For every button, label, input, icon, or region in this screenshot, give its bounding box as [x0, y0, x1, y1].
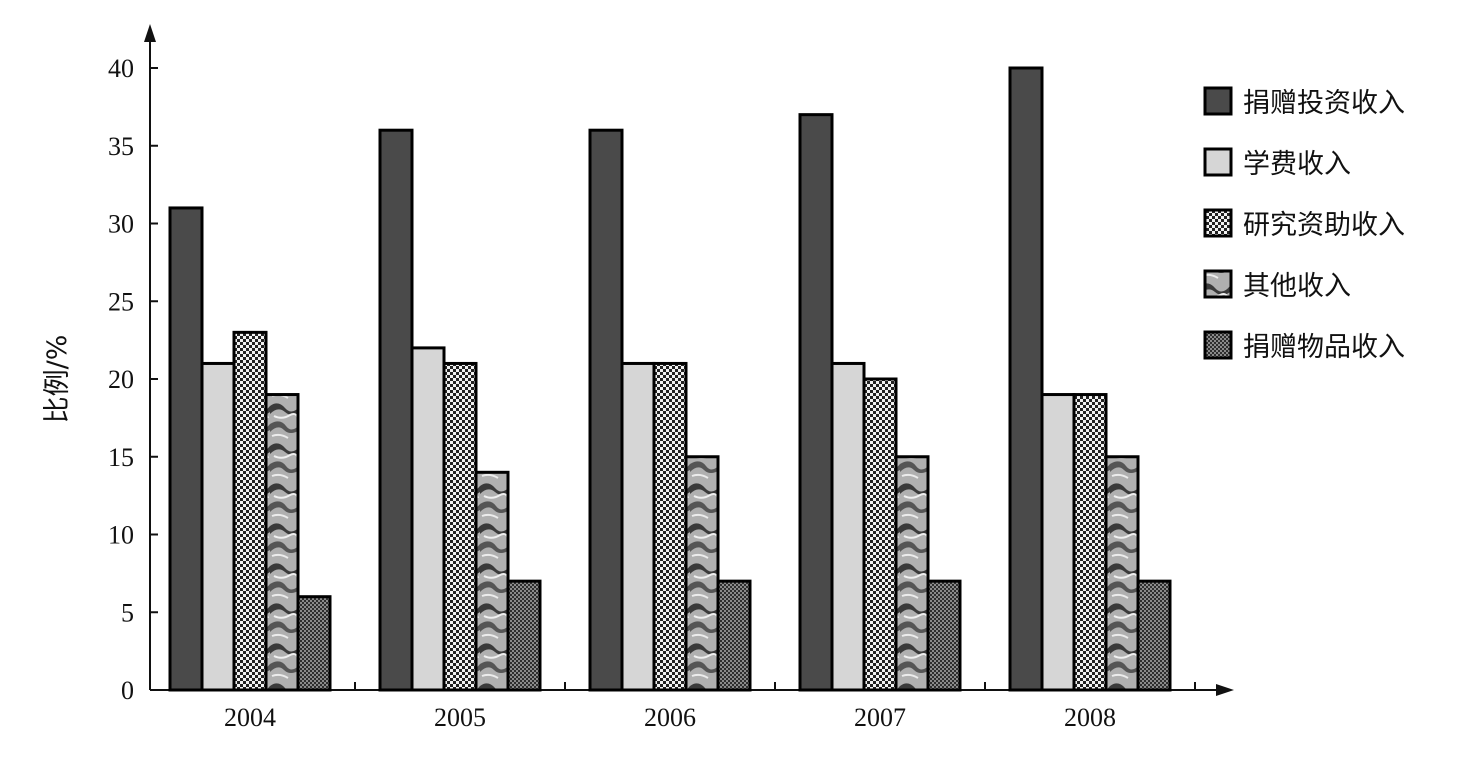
legend-label: 捐赠物品收入: [1243, 332, 1405, 363]
legend-label: 研究资助收入: [1243, 210, 1405, 241]
y-axis-arrow: [144, 24, 156, 42]
y-tick-label: 15: [108, 443, 134, 472]
bar-2005-4: [474, 470, 510, 692]
x-category-label: 2007: [854, 703, 906, 732]
bar-2007-3: [862, 377, 898, 692]
bar-2004-2: [200, 361, 236, 692]
bar-2008-3: [1072, 393, 1108, 692]
legend-swatch: [1203, 208, 1233, 238]
bar-2004-3: [232, 330, 268, 692]
bar-2004-4: [264, 393, 300, 692]
bar-2007-4: [894, 455, 930, 692]
bar-2007-5: [926, 579, 962, 692]
legend-swatch: [1203, 330, 1233, 360]
bar-2006-3: [652, 361, 688, 692]
bar-2006-5: [716, 579, 752, 692]
y-tick-label: 0: [121, 676, 134, 705]
y-tick-label: 20: [108, 365, 134, 394]
bar-2006-4: [684, 455, 720, 692]
bar-2008-2: [1040, 393, 1076, 692]
y-tick-label: 40: [108, 54, 134, 83]
bar-2008-5: [1136, 579, 1172, 692]
y-tick-label: 35: [108, 132, 134, 161]
bar-2008-1: [1008, 66, 1044, 692]
x-category-label: 2008: [1064, 703, 1116, 732]
axis-labels: 0 5 10 15 20 25 30 35 40 比例/% 2004 2005 2006 2007 2008: [42, 54, 1116, 732]
y-tick-label: 5: [121, 598, 134, 627]
legend-label: 捐赠投资收入: [1243, 88, 1405, 119]
legend-label: 学费收入: [1243, 149, 1351, 180]
bar-2005-1: [378, 128, 414, 692]
y-tick-label: 30: [108, 210, 134, 239]
bar-2005-5: [506, 579, 542, 692]
bar-2005-2: [410, 346, 446, 692]
x-category-label: 2005: [434, 703, 486, 732]
x-category-label: 2006: [644, 703, 696, 732]
bar-2007-2: [830, 361, 866, 692]
bar-2004-5: [296, 595, 332, 692]
bars: [168, 66, 1172, 692]
y-tick-label: 10: [108, 521, 134, 550]
x-axis-arrow: [1216, 684, 1234, 696]
x-category-label: 2004: [224, 703, 276, 732]
legend-swatch: [1203, 269, 1233, 299]
legend-label: 其他收入: [1243, 271, 1351, 302]
bar-2006-2: [620, 361, 656, 692]
bar-2004-1: [168, 206, 204, 692]
y-tick-label: 25: [108, 287, 134, 316]
bar-2007-1: [798, 113, 834, 692]
legend-swatch: [1203, 147, 1233, 177]
bar-2008-4: [1104, 455, 1140, 692]
legend-swatch: [1203, 86, 1233, 116]
bar-2006-1: [588, 128, 624, 692]
y-axis-title: 比例/%: [42, 335, 73, 424]
bar-2005-3: [442, 361, 478, 692]
